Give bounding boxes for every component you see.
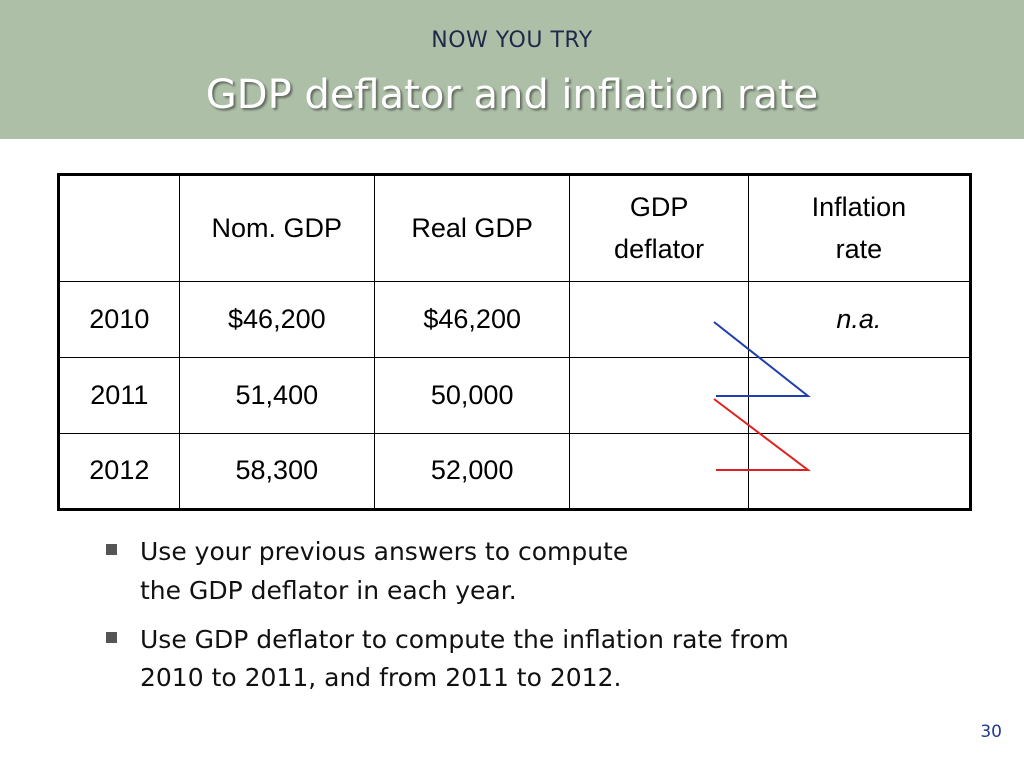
bullet-text: Use your previous answers to compute the…	[140, 533, 984, 611]
table-header-row: Nom. GDP Real GDP GDP deflator Inflation…	[58, 174, 972, 282]
gdp-table: Nom. GDP Real GDP GDP deflator Inflation…	[57, 173, 972, 511]
real-gdp-cell: 50,000	[373, 357, 571, 434]
bullet-line: Use GDP deflator to compute the inflatio…	[140, 624, 789, 654]
header-gdp-deflator-line: GDP	[629, 191, 689, 222]
inflation-rate-cell	[747, 433, 972, 510]
gdp-deflator-cell	[569, 357, 749, 434]
inflation-rate-cell: n.a.	[747, 281, 972, 358]
header-gdp-deflator: GDP deflator	[569, 174, 749, 282]
header-inflation-rate: Inflation rate	[747, 174, 972, 282]
header-inflation-rate-line: rate	[835, 233, 883, 264]
slide-title: GDP deflator and inflation rate	[205, 72, 819, 118]
table-row: 2010 $46,200 $46,200 n.a.	[58, 281, 972, 358]
year-cell: 2011	[58, 357, 180, 434]
header-gdp-deflator-line: deflator	[614, 233, 705, 264]
nominal-gdp-cell: $46,200	[178, 281, 376, 358]
year-cell: 2010	[58, 281, 180, 358]
header-year-cell	[58, 174, 180, 282]
bullet-line: 2010 to 2011, and from 2011 to 2012.	[140, 663, 622, 693]
page-number: 30	[980, 722, 1002, 742]
bullet-text: Use GDP deflator to compute the inflatio…	[140, 621, 984, 699]
gdp-deflator-cell	[569, 281, 749, 358]
gdp-deflator-cell	[569, 433, 749, 510]
bullet-item: Use your previous answers to compute the…	[104, 533, 984, 611]
real-gdp-cell: $46,200	[373, 281, 571, 358]
nominal-gdp-cell: 51,400	[178, 357, 376, 434]
bullet-line: Use your previous answers to compute	[140, 537, 629, 566]
bullet-line: the GDP deflator in each year.	[140, 575, 517, 605]
slide-kicker: NOW YOU TRY	[431, 28, 593, 53]
header-inflation-rate-line: Inflation	[811, 191, 907, 222]
table-row: 2011 51,400 50,000	[58, 357, 972, 434]
square-bullet-icon	[106, 544, 117, 555]
year-cell: 2012	[58, 433, 180, 510]
nominal-gdp-cell: 58,300	[178, 433, 376, 510]
square-bullet-icon	[106, 631, 117, 643]
header-band: NOW YOU TRY GDP deflator and inflation r…	[0, 0, 1024, 139]
table-row: 2012 58,300 52,000	[58, 433, 972, 510]
header-nominal-gdp: Nom. GDP	[178, 174, 376, 282]
header-real-gdp: Real GDP	[373, 174, 571, 282]
bullet-list: Use your previous answers to compute the…	[104, 533, 984, 708]
inflation-rate-cell	[747, 357, 972, 434]
real-gdp-cell: 52,000	[373, 433, 571, 510]
bullet-item: Use GDP deflator to compute the inflatio…	[104, 621, 984, 699]
